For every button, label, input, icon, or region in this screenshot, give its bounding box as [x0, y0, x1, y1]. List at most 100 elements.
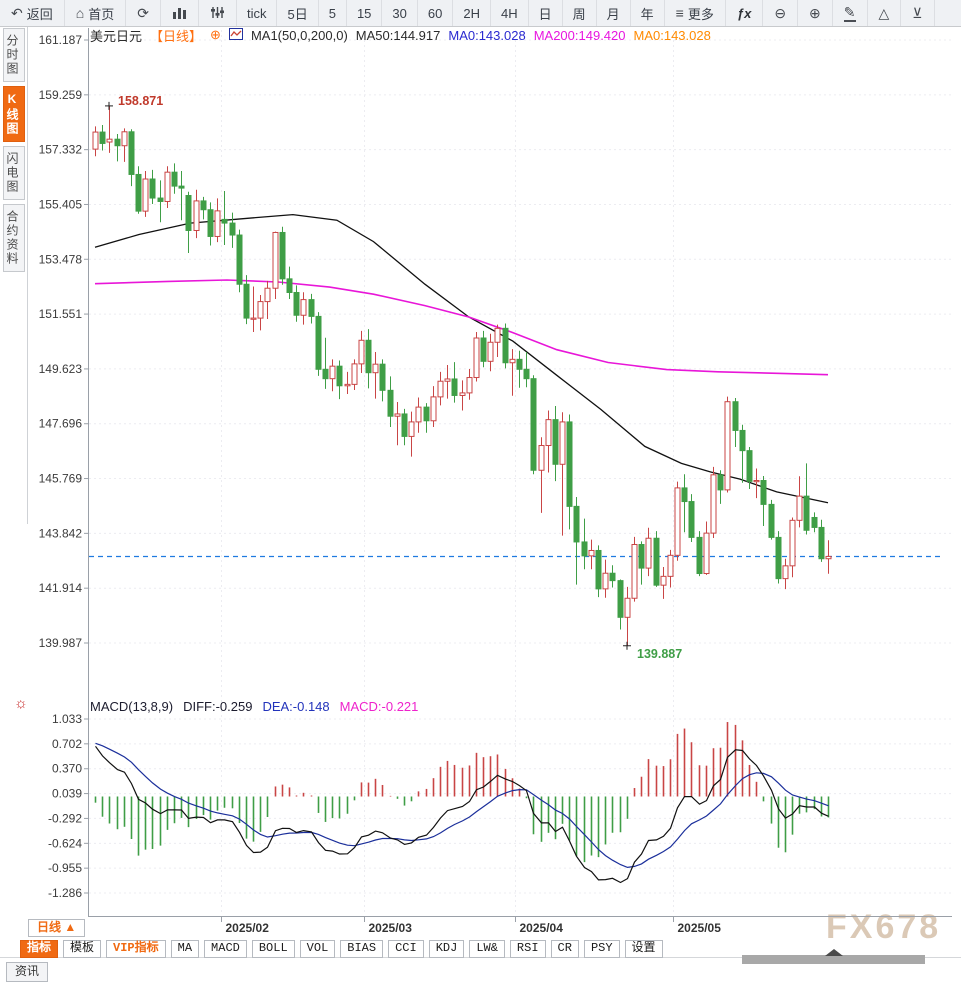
triangle-icon: △	[878, 5, 890, 21]
tab-boll[interactable]: BOLL	[251, 939, 295, 958]
sidebar-item-contract-info[interactable]: 合约资料	[3, 204, 25, 272]
home-icon: ⌂	[75, 5, 85, 21]
ma200-value: MA200:149.420	[533, 27, 626, 43]
more-button[interactable]: ≡ 更多	[665, 0, 726, 26]
zoom-out-button[interactable]: ⊖	[763, 0, 799, 26]
zoom-out-icon: ⊖	[774, 5, 787, 21]
add-compare-icon[interactable]: ⊕	[210, 27, 221, 42]
clipped-tool-button[interactable]: ⊻	[901, 0, 935, 26]
back-arrow-icon: ↶	[11, 5, 23, 21]
tab-indicator[interactable]: 指标	[20, 939, 59, 958]
current-period-selector[interactable]: 日线 ▲	[28, 919, 86, 937]
tab-cr[interactable]: CR	[550, 939, 579, 958]
period-5day-button[interactable]: 5日	[277, 0, 319, 26]
bar-chart-icon	[172, 6, 187, 21]
chart-type-sidebar: 分时图 K线图 闪电图 合约资料	[1, 28, 27, 276]
period-year-button[interactable]: 年	[631, 0, 665, 26]
ma0-blue-value: MA0:143.028	[448, 27, 526, 43]
tab-lw[interactable]: LW&	[469, 939, 505, 958]
chart-header: 美元日元 【日线】 ⊕ MA1(50,0,200,0) MA50:144.917…	[90, 27, 711, 44]
svg-text:147.696: 147.696	[39, 417, 83, 431]
sidebar-item-kline-chart[interactable]: K线图	[3, 86, 25, 142]
tab-rsi[interactable]: RSI	[509, 939, 546, 958]
macd-dea-value: DEA:-0.148	[262, 699, 330, 714]
tab-psy[interactable]: PSY	[583, 939, 620, 958]
period-15min-button[interactable]: 15	[347, 0, 383, 26]
period-week-button[interactable]: 周	[563, 0, 597, 26]
svg-text:-0.955: -0.955	[48, 861, 82, 875]
formula-button[interactable]: ƒx	[726, 0, 764, 26]
draw-tool-button[interactable]: ✎	[833, 0, 868, 26]
mini-chart-icon[interactable]	[228, 27, 243, 43]
macd-formula-label: MACD(13,8,9)	[90, 699, 174, 714]
pencil-icon: ✎	[843, 3, 856, 22]
sidebar-divider	[27, 26, 28, 524]
macd-diff-value: DIFF:-0.259	[183, 699, 253, 714]
svg-text:0.702: 0.702	[52, 737, 82, 751]
svg-text:139.987: 139.987	[39, 636, 83, 650]
svg-text:158.871: 158.871	[118, 94, 163, 108]
sliders-icon	[210, 6, 225, 21]
ma-settings-label: MA1(50,0,200,0)	[250, 27, 348, 43]
tab-vip-indicator[interactable]: VIP指标	[106, 939, 166, 958]
clipped-tool-icon: ⊻	[912, 5, 923, 21]
top-toolbar: ↶ 返回 ⌂ 首页 ⟳ tick 5日 5 15 30 60 2H 4H 日 周…	[0, 0, 961, 27]
zoom-in-button[interactable]: ⊕	[798, 0, 833, 26]
back-label: 返回	[26, 6, 53, 22]
shapes-button[interactable]: △	[868, 0, 902, 26]
svg-text:-0.624: -0.624	[48, 836, 82, 850]
macd-header: MACD(13,8,9) DIFF:-0.259 DEA:-0.148 MACD…	[90, 699, 418, 714]
tab-ma[interactable]: MA	[170, 939, 200, 958]
svg-text:143.842: 143.842	[39, 526, 83, 540]
svg-text:159.259: 159.259	[39, 88, 83, 102]
svg-text:0.370: 0.370	[52, 762, 82, 776]
period-day-button[interactable]: 日	[529, 0, 563, 26]
panel-expand-handle[interactable]	[742, 949, 925, 964]
period-4h-button[interactable]: 4H	[491, 0, 529, 26]
more-label: 更多	[687, 6, 714, 22]
period-60min-button[interactable]: 60	[418, 0, 454, 26]
svg-text:157.332: 157.332	[39, 143, 83, 157]
refresh-button[interactable]: ⟳	[126, 0, 161, 26]
period-30min-button[interactable]: 30	[382, 0, 418, 26]
back-button[interactable]: ↶ 返回	[0, 0, 65, 26]
chart-style-button[interactable]	[161, 0, 199, 26]
ma50-value: MA50:144.917	[355, 27, 441, 43]
x-axis-row	[0, 917, 961, 938]
macd-bar-value: MACD:-0.221	[339, 699, 419, 714]
home-label: 首页	[88, 6, 115, 22]
tab-cci[interactable]: CCI	[388, 939, 424, 958]
indicator-settings-button[interactable]	[199, 0, 237, 26]
tab-template[interactable]: 模板	[63, 939, 102, 958]
period-tick-button[interactable]: tick	[237, 0, 278, 26]
symbol-name: 美元日元	[90, 28, 143, 44]
svg-text:141.914: 141.914	[39, 581, 83, 595]
macd-settings-icon[interactable]: ☼	[14, 695, 28, 712]
sidebar-item-lightning-chart[interactable]: 闪电图	[3, 146, 25, 200]
hamburger-icon: ≡	[675, 5, 684, 21]
tab-settings[interactable]: 设置	[624, 939, 663, 958]
indicator-tabs: 指标 模板 VIP指标 MA MACD BOLL VOL BIAS CCI KD…	[20, 939, 961, 958]
sidebar-item-time-chart[interactable]: 分时图	[3, 28, 25, 82]
svg-text:155.405: 155.405	[39, 197, 83, 211]
tab-vol[interactable]: VOL	[299, 939, 336, 958]
home-button[interactable]: ⌂ 首页	[65, 0, 127, 26]
svg-text:-0.292: -0.292	[48, 811, 82, 825]
news-tab-partial[interactable]: 资讯	[6, 962, 49, 982]
fx678-watermark: FX678	[826, 908, 942, 946]
ma0-orange-value: MA0:143.028	[633, 27, 711, 43]
zoom-in-icon: ⊕	[809, 5, 821, 21]
svg-text:149.623: 149.623	[39, 362, 83, 376]
tab-bias[interactable]: BIAS	[340, 939, 384, 958]
tab-macd[interactable]: MACD	[204, 939, 247, 958]
svg-text:151.551: 151.551	[39, 307, 83, 321]
period-badge: 【日线】	[150, 28, 203, 44]
svg-text:139.887: 139.887	[637, 647, 682, 661]
period-2h-button[interactable]: 2H	[453, 0, 491, 26]
period-month-button[interactable]: 月	[597, 0, 631, 26]
period-5min-button[interactable]: 5	[319, 0, 347, 26]
svg-text:0.039: 0.039	[52, 787, 82, 801]
tab-kdj[interactable]: KDJ	[428, 939, 465, 958]
